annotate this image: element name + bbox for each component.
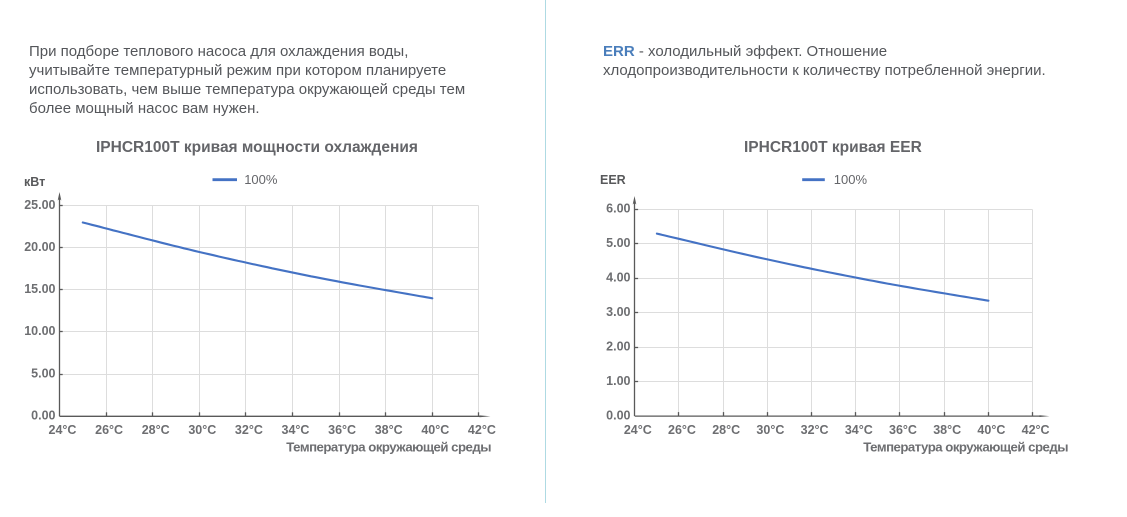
svg-text:42°C: 42°C bbox=[1022, 423, 1050, 437]
svg-text:25.00: 25.00 bbox=[24, 198, 55, 212]
svg-text:24°C: 24°C bbox=[624, 423, 652, 437]
svg-text:2.00: 2.00 bbox=[606, 339, 630, 353]
svg-text:28°C: 28°C bbox=[712, 423, 740, 437]
svg-text:1.00: 1.00 bbox=[606, 374, 630, 388]
svg-text:5.00: 5.00 bbox=[606, 236, 630, 250]
svg-text:38°C: 38°C bbox=[375, 423, 403, 437]
svg-text:24°C: 24°C bbox=[49, 423, 77, 437]
svg-text:6.00: 6.00 bbox=[606, 202, 630, 216]
svg-text:20.00: 20.00 bbox=[24, 240, 55, 254]
svg-text:32°C: 32°C bbox=[235, 423, 263, 437]
svg-text:40°C: 40°C bbox=[421, 423, 449, 437]
svg-text:34°C: 34°C bbox=[845, 423, 873, 437]
svg-text:32°C: 32°C bbox=[801, 423, 829, 437]
svg-text:30°C: 30°C bbox=[188, 423, 216, 437]
svg-text:10.00: 10.00 bbox=[24, 324, 55, 338]
svg-text:100%: 100% bbox=[834, 172, 868, 187]
svg-text:40°C: 40°C bbox=[977, 423, 1005, 437]
svg-text:36°C: 36°C bbox=[889, 423, 917, 437]
svg-text:26°C: 26°C bbox=[95, 423, 123, 437]
svg-text:36°C: 36°C bbox=[328, 423, 356, 437]
svg-text:кВт: кВт bbox=[24, 175, 45, 189]
svg-text:4.00: 4.00 bbox=[606, 271, 630, 285]
svg-text:EER: EER bbox=[600, 173, 626, 187]
svg-text:38°C: 38°C bbox=[933, 423, 961, 437]
svg-text:28°C: 28°C bbox=[142, 423, 170, 437]
svg-text:3.00: 3.00 bbox=[606, 305, 630, 319]
svg-text:30°C: 30°C bbox=[756, 423, 784, 437]
svg-text:26°C: 26°C bbox=[668, 423, 696, 437]
svg-text:0.00: 0.00 bbox=[31, 409, 55, 423]
svg-text:5.00: 5.00 bbox=[31, 366, 55, 380]
svg-text:Температура окружающей среды: Температура окружающей среды bbox=[286, 440, 491, 455]
svg-text:100%: 100% bbox=[244, 172, 278, 187]
svg-text:Температура окружающей среды: Температура окружающей среды bbox=[863, 440, 1068, 455]
svg-text:34°C: 34°C bbox=[282, 423, 310, 437]
svg-text:42°C: 42°C bbox=[468, 423, 496, 437]
svg-text:0.00: 0.00 bbox=[606, 408, 630, 422]
svg-text:15.00: 15.00 bbox=[24, 282, 55, 296]
